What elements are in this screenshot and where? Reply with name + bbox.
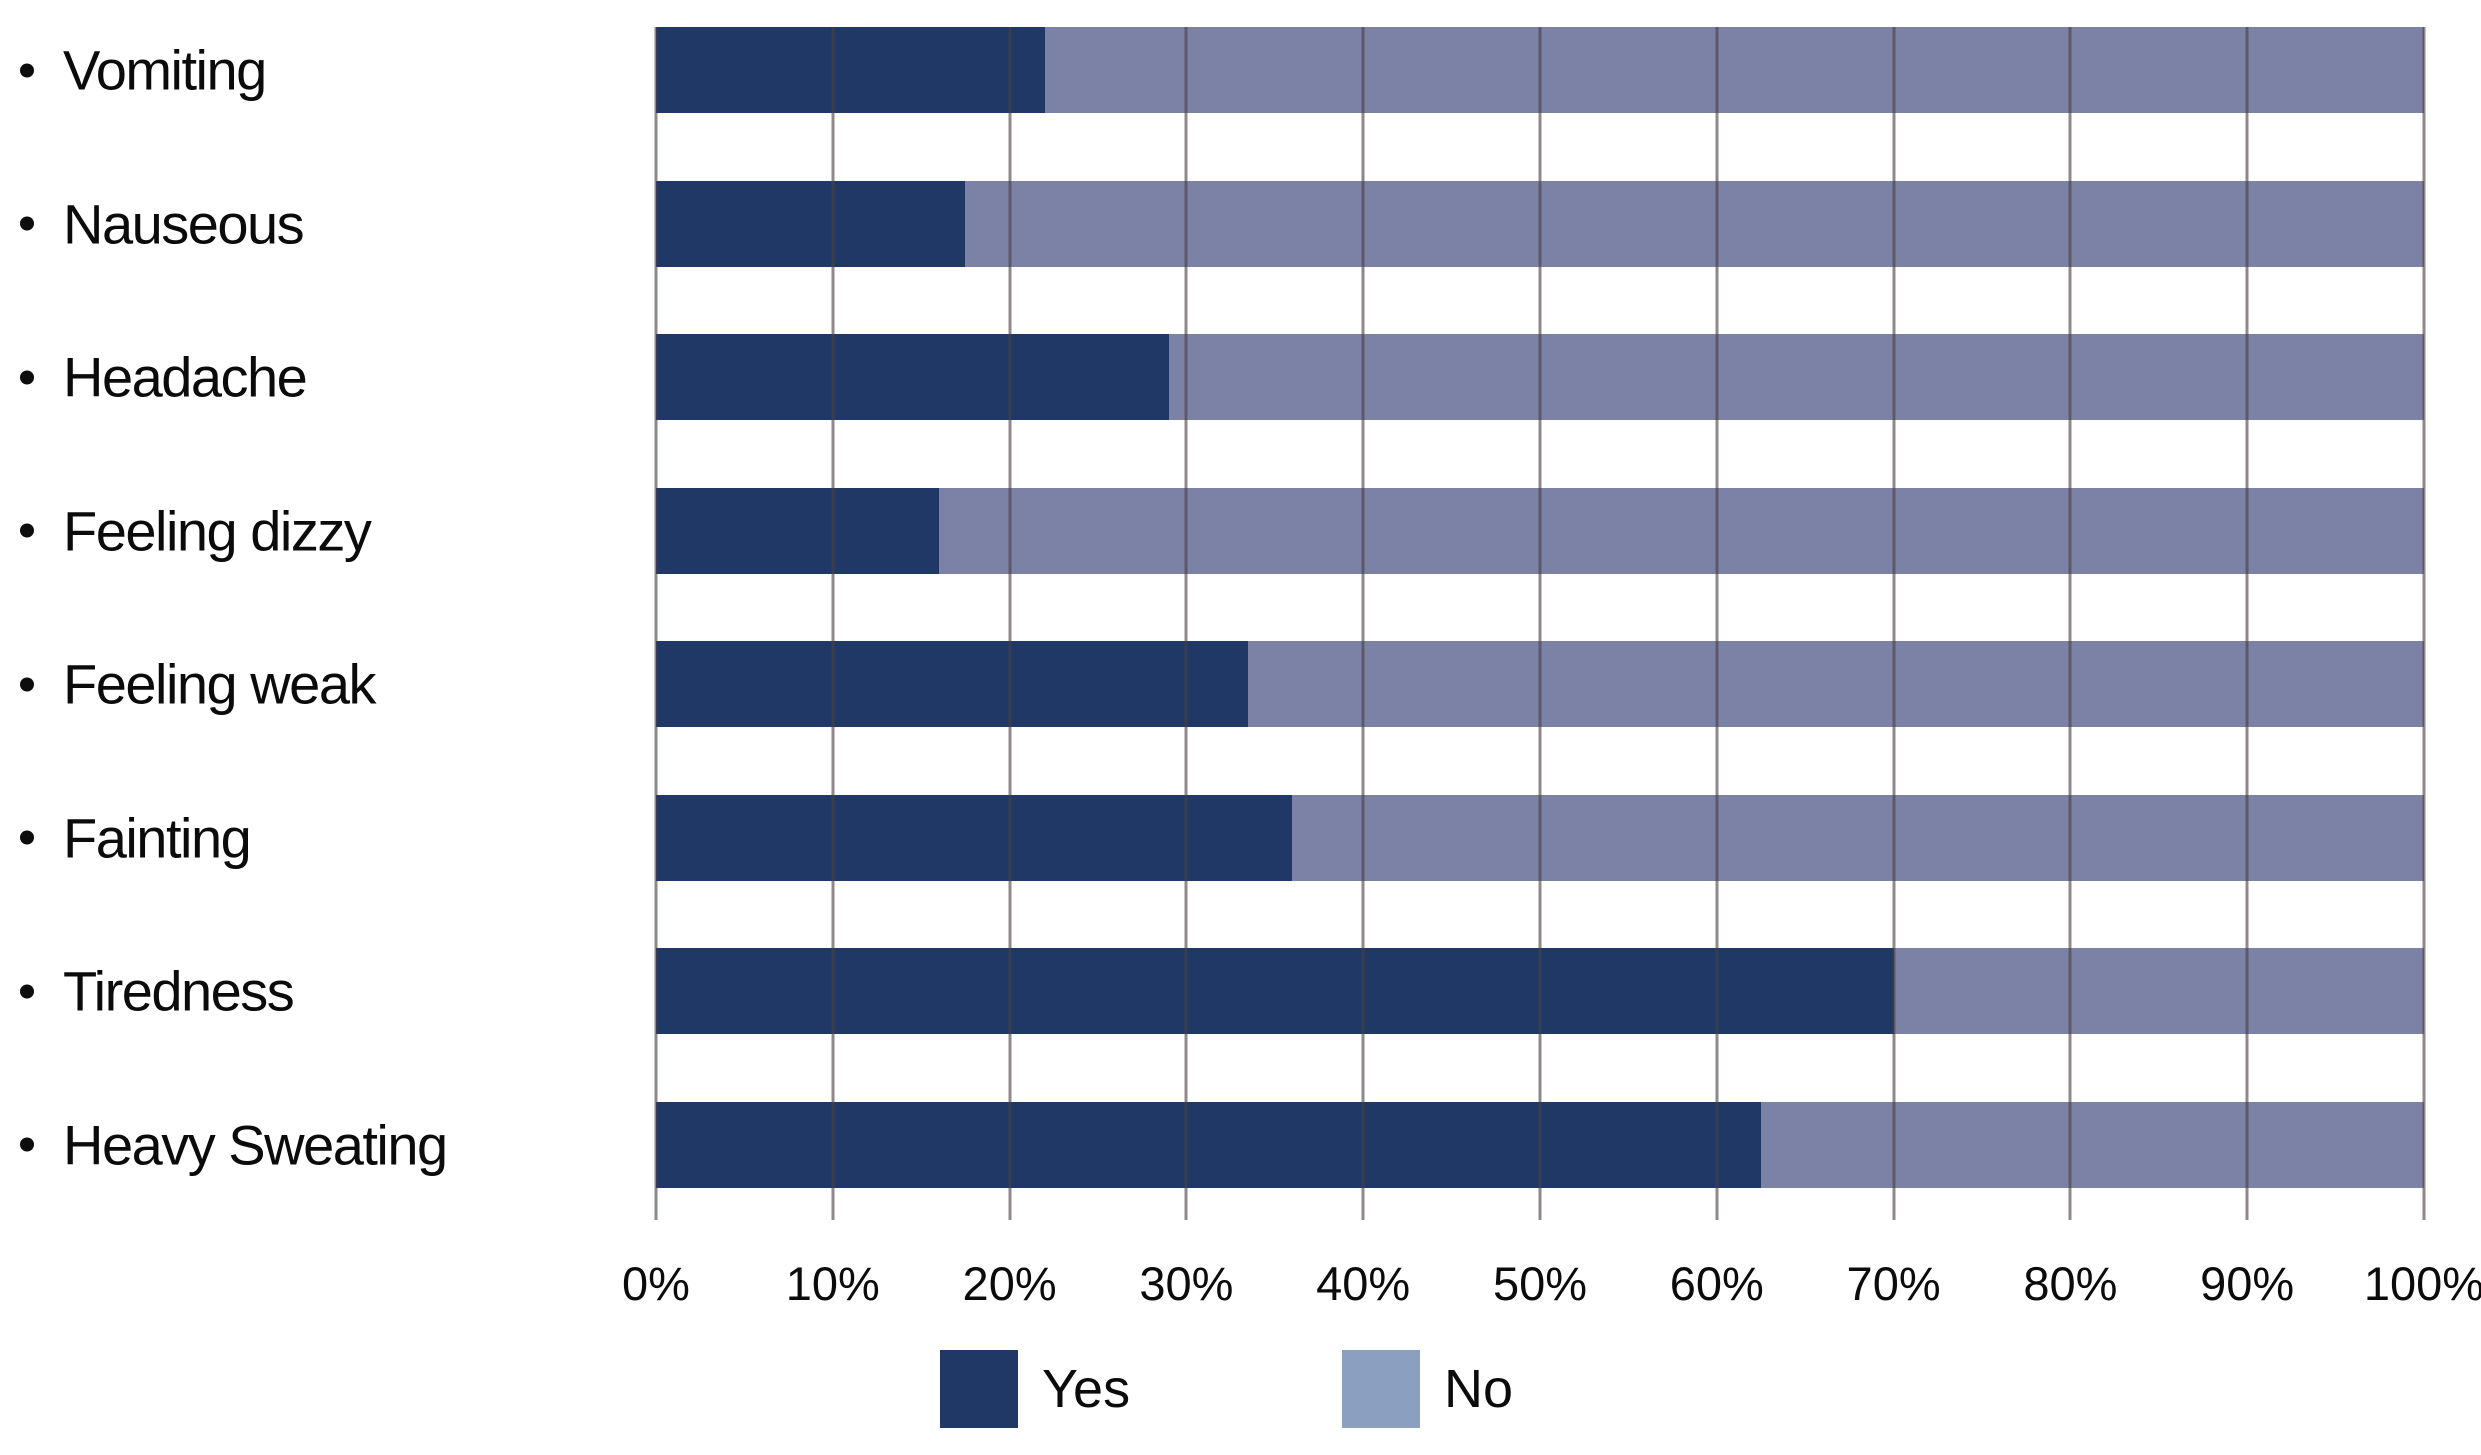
gridline	[1715, 27, 1719, 1220]
bar-segment-yes	[656, 948, 1894, 1035]
bar-row	[656, 641, 2424, 728]
category-label-text: Headache	[63, 345, 308, 409]
legend-yes-label: Yes	[1042, 1359, 1131, 1419]
bar-segment-yes	[656, 27, 1045, 113]
bar-segment-no	[965, 180, 2424, 267]
gridline	[1361, 27, 1365, 1220]
x-tick-label: 20%	[962, 1257, 1057, 1310]
bar-segment-no	[1168, 334, 2424, 421]
bullet-icon	[20, 677, 34, 692]
category-label-text: Tiredness	[63, 959, 295, 1023]
gridline	[2245, 27, 2249, 1220]
bar-segment-yes	[656, 334, 1169, 421]
legend-yes-swatch	[940, 1350, 1018, 1428]
category-label-text: Feeling weak	[63, 652, 376, 716]
bar-segment-no	[1044, 27, 2424, 113]
bar-row	[656, 27, 2424, 113]
x-tick-label: 30%	[1139, 1257, 1234, 1310]
bullet-icon	[20, 63, 34, 77]
x-tick-label: 40%	[1316, 1257, 1411, 1310]
gridline	[2068, 27, 2072, 1220]
bar-segment-no	[1292, 794, 2424, 881]
category-label-text: Heavy Sweating	[63, 1113, 448, 1177]
bullet-icon	[20, 370, 34, 385]
bar-segment-yes	[656, 641, 1249, 728]
legend-no-swatch	[1342, 1350, 1420, 1428]
bullet-icon	[20, 830, 34, 845]
bar-segment-no	[1248, 641, 2424, 728]
bar-segment-no	[938, 487, 2424, 574]
x-tick-label: 80%	[2023, 1257, 2118, 1310]
gridline	[1008, 27, 1012, 1220]
bar-segment-no	[1893, 948, 2424, 1035]
bar-row	[656, 334, 2424, 421]
category-label: Feeling dizzy	[0, 498, 372, 563]
bar-segment-yes	[656, 180, 966, 267]
category-label: Fainting	[0, 805, 252, 870]
category-label-text: Vomiting	[63, 38, 267, 102]
x-tick-label: 60%	[1669, 1257, 1764, 1310]
gridline	[831, 27, 835, 1220]
bar-segment-yes	[656, 1101, 1761, 1188]
x-tick-label: 10%	[785, 1257, 880, 1310]
bar-segment-yes	[656, 487, 939, 574]
category-label-text: Fainting	[63, 806, 252, 870]
gridline	[2422, 27, 2426, 1220]
x-tick-label: 100%	[2363, 1257, 2481, 1310]
category-label: Heavy Sweating	[0, 1112, 448, 1177]
category-label: Tiredness	[0, 959, 295, 1024]
bar-row	[656, 948, 2424, 1035]
x-tick-label: 0%	[622, 1257, 690, 1310]
bullet-icon	[20, 216, 34, 231]
gridline	[654, 27, 658, 1220]
x-axis: 0% 10% 20% 30% 40% 50% 60% 70% 80% 90% 100%	[622, 1256, 2481, 1316]
gridline	[1184, 27, 1188, 1220]
bar-segment-yes	[656, 794, 1293, 881]
bar-row	[656, 1101, 2424, 1188]
bar-row	[656, 180, 2424, 267]
legend-no-label: No	[1444, 1359, 1514, 1419]
x-tick-label: 70%	[1846, 1257, 1941, 1310]
x-tick-label: 50%	[1492, 1257, 1588, 1310]
category-label-text: Feeling dizzy	[63, 499, 372, 563]
bullet-icon	[20, 1137, 34, 1152]
bullet-icon	[20, 984, 34, 999]
category-label: Feeling weak	[0, 652, 376, 717]
category-label: Headache	[0, 345, 308, 410]
category-label: Nauseous	[0, 191, 305, 256]
bar-segment-no	[1761, 1101, 2424, 1188]
x-tick-label: 90%	[2200, 1257, 2295, 1310]
gridline	[1538, 27, 1542, 1220]
bullet-icon	[20, 523, 34, 538]
gridline	[1892, 27, 1896, 1220]
category-label-text: Nauseous	[63, 192, 305, 256]
category-label: Vomiting	[0, 38, 267, 103]
plot-area	[654, 27, 2426, 1220]
